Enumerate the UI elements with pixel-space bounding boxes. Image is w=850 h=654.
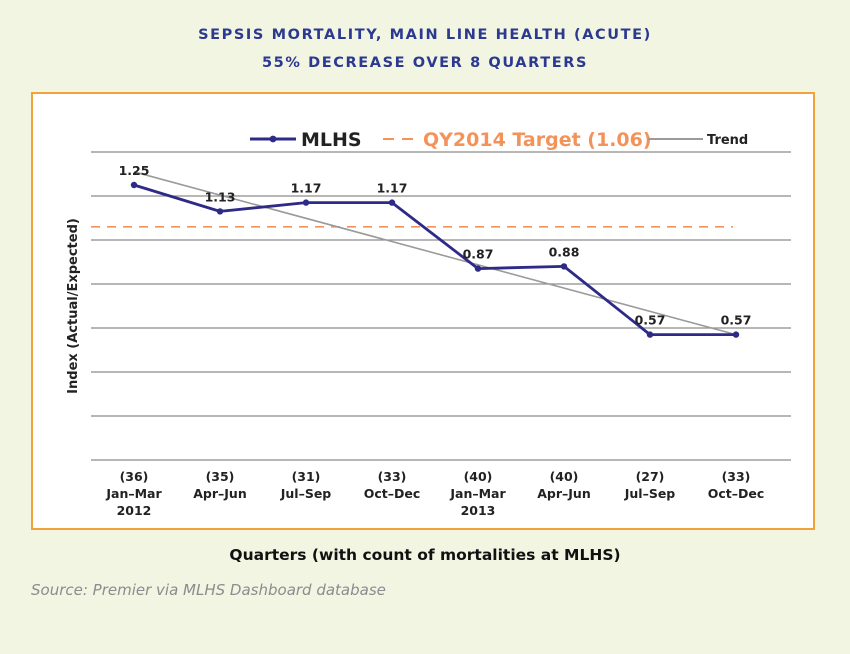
x-tick-label: Jul–Sep <box>280 486 332 501</box>
x-tick-count: (33) <box>722 469 751 484</box>
x-tick-label: Oct–Dec <box>708 486 765 501</box>
x-tick-year: 2012 <box>117 503 152 518</box>
data-point <box>474 265 482 272</box>
data-label: 1.25 <box>119 163 150 178</box>
source-note: Source: Premier via MLHS Dashboard datab… <box>31 581 386 599</box>
data-point <box>732 331 740 338</box>
x-axis-title: Quarters (with count of mortalities at M… <box>229 546 621 564</box>
x-tick-count: (40) <box>464 469 493 484</box>
series-line-mlhs <box>133 183 736 337</box>
data-label: 0.57 <box>721 313 752 328</box>
data-label: 1.13 <box>205 189 236 204</box>
legend-label-target: QY2014 Target (1.06) <box>423 129 652 151</box>
x-tick-label: Apr–Jun <box>537 486 591 501</box>
chart-frame: Index (Actual/Expected) 1.25 1.13 1.17 1.17 0… <box>31 92 815 530</box>
x-tick-count: (36) <box>120 469 149 484</box>
x-tick-count: (33) <box>378 469 407 484</box>
data-label: 1.17 <box>377 181 408 196</box>
data-point <box>646 331 654 338</box>
legend-marker-mlhs <box>269 135 277 143</box>
data-point <box>130 181 138 189</box>
x-tick-count: (40) <box>550 469 579 484</box>
data-point <box>560 263 568 270</box>
data-label: 0.88 <box>549 244 580 259</box>
x-tick-year: 2013 <box>461 503 496 518</box>
data-point <box>302 199 310 206</box>
legend-label-trend: Trend <box>707 133 748 148</box>
x-tick-label: Oct–Dec <box>364 486 421 501</box>
x-tick-label: Jan–Mar <box>449 486 506 501</box>
data-point <box>388 199 396 206</box>
x-tick-label: Jan–Mar <box>105 486 162 501</box>
legend-label-mlhs: MLHS <box>301 129 362 151</box>
data-label: 0.57 <box>635 313 666 328</box>
x-tick-count: (31) <box>292 469 321 484</box>
chart-title: SEPSIS MORTALITY, MAIN LINE HEALTH (ACUT… <box>198 27 652 43</box>
data-point <box>216 208 224 215</box>
y-axis-title: Index (Actual/Expected) <box>66 218 81 394</box>
x-tick-count: (27) <box>636 469 665 484</box>
x-tick-label: Jul–Sep <box>624 486 676 501</box>
data-label: 1.17 <box>291 181 322 196</box>
trend-line <box>133 171 737 336</box>
x-tick-count: (35) <box>206 469 235 484</box>
x-tick-label: Apr–Jun <box>193 486 247 501</box>
chart-subtitle: 55% DECREASE OVER 8 QUARTERS <box>261 55 589 71</box>
line-chart: Index (Actual/Expected) 1.25 1.13 1.17 1.17 0… <box>66 129 791 518</box>
data-label: 0.87 <box>463 247 494 262</box>
